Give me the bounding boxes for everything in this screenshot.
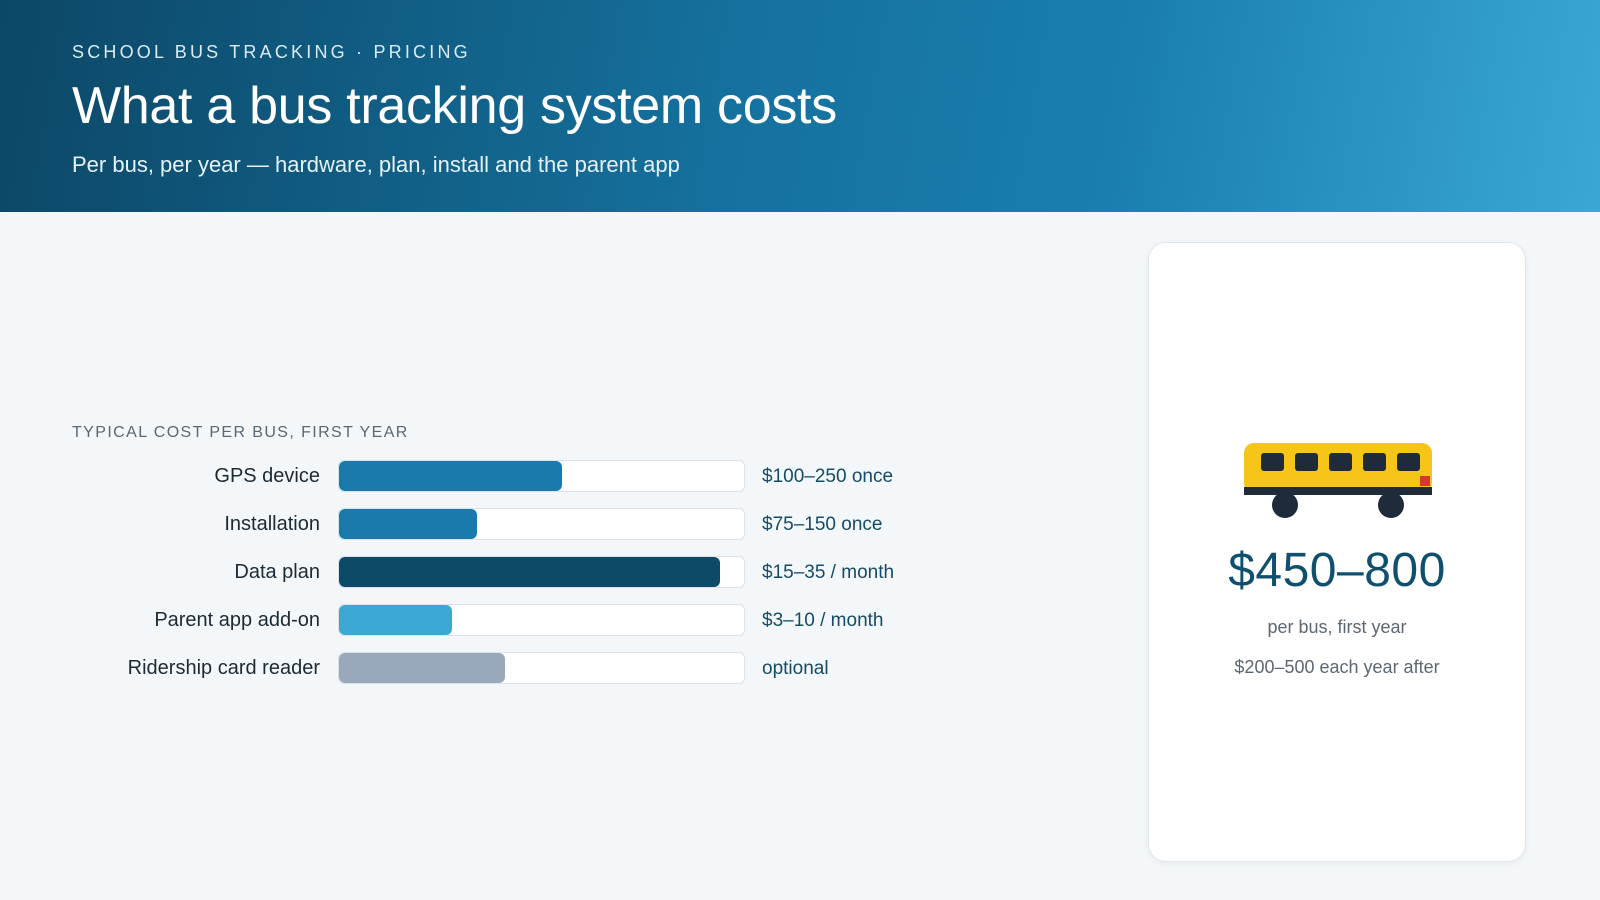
bar-row: GPS device $100–250 once [0, 460, 1000, 494]
bar-track [338, 508, 745, 540]
bar-track [338, 652, 745, 684]
bar-row: Installation $75–150 once [0, 508, 1000, 542]
bar-category-label: Data plan [234, 561, 320, 583]
bar-track [338, 460, 745, 492]
page-title: What a bus tracking system costs [72, 77, 837, 135]
bar-row: Data plan $15–35 / month [0, 556, 1000, 590]
eyebrow-label: SCHOOL BUS TRACKING · PRICING [72, 42, 471, 62]
hero-banner: SCHOOL BUS TRACKING · PRICING What a bus… [0, 0, 1600, 212]
bar-category-label: GPS device [214, 465, 320, 487]
bar-value-label: $75–150 once [762, 514, 883, 535]
recurring-cost-caption: $200–500 each year after [1234, 657, 1440, 677]
bar [339, 653, 506, 683]
bar-value-label: $100–250 once [762, 466, 894, 487]
bar [339, 461, 562, 491]
school-bus-icon [1244, 443, 1432, 518]
summary-card: $450–800 per bus, first year $200–500 ea… [1148, 242, 1526, 862]
bar-category-label: Parent app add-on [154, 609, 320, 631]
total-cost: $450–800 [1228, 544, 1446, 597]
bar-category-label: Ridership card reader [127, 657, 320, 679]
bar-value-label: optional [762, 658, 829, 679]
bar-value-label: $15–35 / month [762, 562, 895, 583]
bar [339, 509, 477, 539]
bar-category-label: Installation [224, 513, 320, 535]
bar [339, 605, 453, 635]
bar-row: Ridership card reader optional [0, 652, 1000, 686]
bar-track [338, 556, 745, 588]
bar-row: Parent app add-on $3–10 / month [0, 604, 1000, 638]
bar-track [338, 604, 745, 636]
page-subtitle: Per bus, per year — hardware, plan, inst… [72, 152, 680, 177]
total-cost-caption: per bus, first year [1267, 617, 1407, 637]
bar [339, 557, 720, 587]
bar-value-label: $3–10 / month [762, 610, 884, 631]
chart-title: TYPICAL COST PER BUS, FIRST YEAR [72, 424, 409, 441]
